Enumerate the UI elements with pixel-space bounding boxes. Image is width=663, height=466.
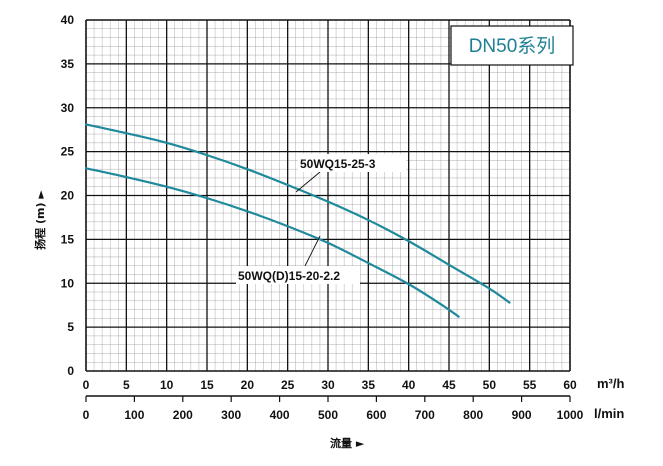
x2-tick-label: 600	[366, 408, 386, 422]
leader-line-1	[295, 171, 321, 193]
x-tick-label: 55	[523, 378, 537, 392]
x2-tick-label: 900	[512, 408, 532, 422]
y-tick-label: 40	[61, 13, 75, 27]
x-tick-label: 45	[442, 378, 456, 392]
x-tick-label: 0	[83, 378, 90, 392]
y-tick-label: 15	[61, 232, 75, 246]
x2-tick-label: 700	[415, 408, 435, 422]
x-tick-label: 25	[281, 378, 295, 392]
x-tick-labels-m3h: 0 5 10 15 20 25 30 35 40 45 50 55 60	[83, 378, 577, 392]
x2-tick-label: 400	[270, 408, 290, 422]
x2-tick-label: 300	[221, 408, 241, 422]
x2-tick-label: 0	[83, 408, 90, 422]
x-tick-label: 15	[200, 378, 214, 392]
series-line-1	[84, 123, 511, 304]
x-tick-label: 5	[123, 378, 130, 392]
y-tick-label: 0	[67, 364, 74, 378]
label-leaders	[295, 171, 321, 267]
pump-curves	[84, 123, 511, 318]
curve-label-bg-1	[298, 154, 406, 172]
x-tick-label: 20	[241, 378, 255, 392]
y-tick-label: 30	[61, 101, 75, 115]
y-tick-label: 35	[61, 57, 75, 71]
x2-tick-label: 200	[173, 408, 193, 422]
x-unit-m3h: m³/h	[597, 376, 625, 391]
x-tick-label: 40	[402, 378, 416, 392]
x-tick-label: 50	[483, 378, 497, 392]
x-axis-title: 流量 ►	[330, 436, 365, 450]
series-label-50wqd15-20-2.2: 50WQ(D)15-20-2.2	[238, 269, 340, 283]
x-tick-label: 30	[321, 378, 335, 392]
x-tick-labels-lmin: 0 100 200 300 400 500 600 700 800 900 1000	[83, 408, 584, 422]
series-label-50wq15-25-3: 50WQ15-25-3	[300, 157, 376, 171]
leader-line-2	[304, 235, 321, 267]
y-tick-label: 25	[61, 145, 75, 159]
y-tick-labels: 0 5 10 15 20 25 30 35 40	[61, 13, 75, 378]
y-axis-title: 扬程 (m) ►	[33, 190, 47, 250]
x-tick-label: 35	[362, 378, 376, 392]
badge-box	[450, 25, 574, 66]
series-line-2	[84, 167, 460, 318]
x2-tick-label: 500	[318, 408, 338, 422]
x2-tick-label: 1000	[557, 408, 584, 422]
curve-label-bg-2	[236, 266, 360, 284]
x2-tick-label: 100	[124, 408, 144, 422]
series-badge: DN50系列	[469, 35, 556, 57]
y-tick-label: 10	[61, 276, 75, 290]
x2-tick-label: 800	[463, 408, 483, 422]
secondary-axis-ticks	[85, 396, 571, 402]
y-tick-label: 20	[61, 189, 75, 203]
x-unit-lmin: l/min	[594, 406, 624, 421]
x-tick-label: 60	[563, 378, 577, 392]
x-tick-label: 10	[160, 378, 174, 392]
y-tick-label: 5	[67, 320, 74, 334]
